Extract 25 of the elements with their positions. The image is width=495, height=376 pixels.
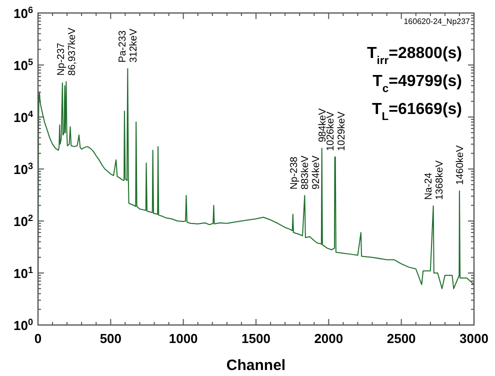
annotation: Np-237 86,937keV [56,27,78,76]
x-tick-label: 1000 [168,331,198,346]
annotation: T$_{irr}$=28800(s) [367,45,462,67]
y-tick-label: 10$^{3}$ [13,161,33,177]
x-tick-label: 3000 [460,331,488,346]
y-tick-label: 10$^{0}$ [13,317,33,333]
x-tick-label: 2500 [386,331,416,346]
x-tick-label: 0 [34,331,42,346]
x-axis-title: Channel [226,357,286,374]
y-tick-label: 10$^{2}$ [13,213,33,229]
y-tick-label: 10$^{5}$ [13,57,33,73]
annotation: Np-238 883keV 924keV [289,155,322,190]
annotation: T$_{L}$=61669(s) [372,101,462,123]
y-tick-label: 10$^{6}$ [13,5,33,21]
annotation: T$_{c}$=49799(s) [372,73,462,95]
x-tick-label: 2000 [314,331,344,346]
annotation: 160620-24_Np237 [404,17,471,26]
annotation: Na-24 1368keV [423,160,446,200]
x-tick-label: 500 [100,331,122,346]
annotation: Pa-233 312keV [118,28,140,63]
x-tick-label: 1500 [242,331,270,346]
y-tick-label: 10$^{4}$ [13,109,34,125]
annotation: 1026keV 1029keV [325,111,348,152]
annotation: 1460keV [454,145,466,185]
y-tick-label: 10$^{1}$ [13,265,33,281]
